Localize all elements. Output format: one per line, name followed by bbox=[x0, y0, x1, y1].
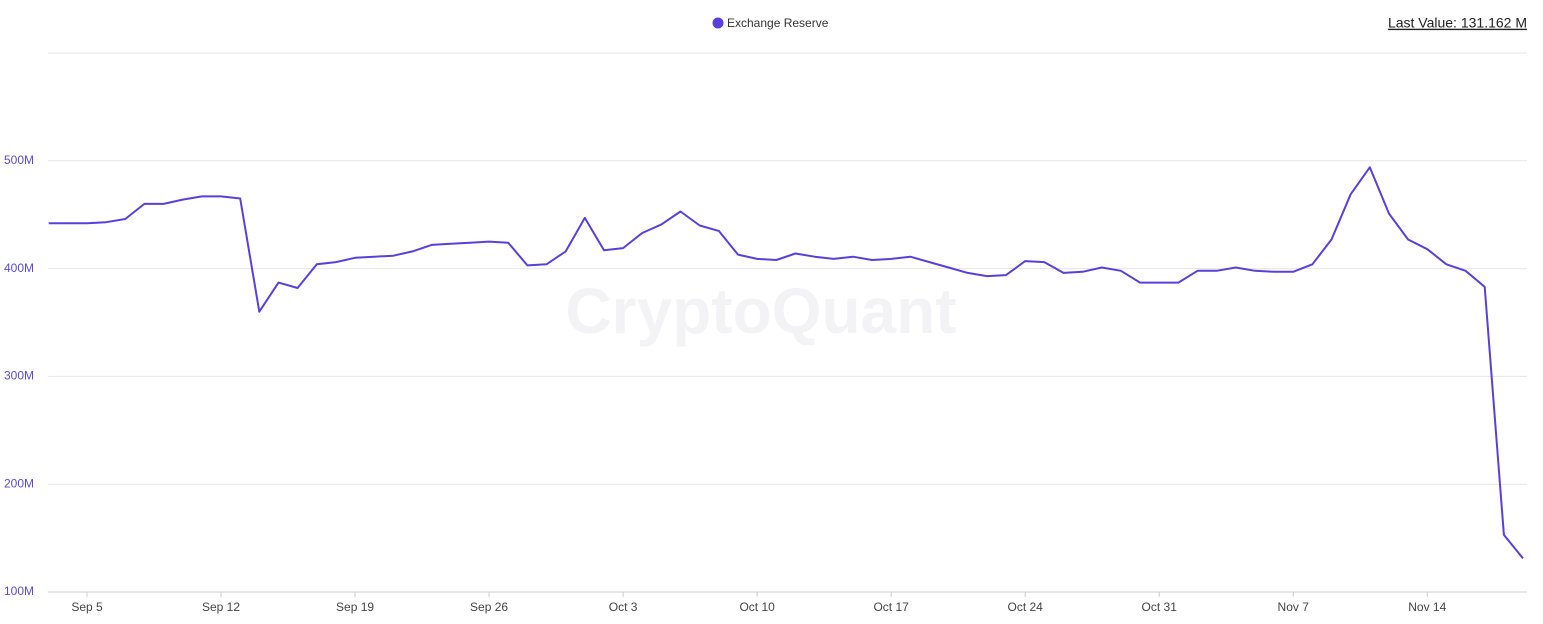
y-tick-label: 300M bbox=[4, 369, 34, 383]
legend-marker bbox=[712, 17, 724, 29]
x-tick-label: Oct 24 bbox=[1008, 600, 1044, 614]
y-tick-label: 400M bbox=[4, 261, 34, 275]
watermark: CryptoQuant bbox=[565, 275, 956, 347]
y-tick-label: 500M bbox=[4, 153, 34, 167]
last-value: Last Value: 131.162 M bbox=[1388, 15, 1527, 31]
legend-label[interactable]: Exchange Reserve bbox=[727, 16, 829, 30]
x-tick-label: Nov 14 bbox=[1408, 600, 1446, 614]
x-tick-label: Nov 7 bbox=[1278, 600, 1310, 614]
x-tick-label: Sep 12 bbox=[202, 600, 240, 614]
y-tick-label: 200M bbox=[4, 476, 34, 490]
line-series bbox=[48, 166, 1524, 560]
x-tick-label: Sep 19 bbox=[336, 600, 374, 614]
x-tick-label: Sep 5 bbox=[71, 600, 103, 614]
x-tick-label: Oct 17 bbox=[873, 600, 909, 614]
x-tick-label: Sep 26 bbox=[470, 600, 508, 614]
x-tick-label: Oct 31 bbox=[1142, 600, 1178, 614]
x-tick-label: Oct 3 bbox=[609, 600, 638, 614]
y-tick-label: 100M bbox=[4, 584, 34, 598]
x-tick-label: Oct 10 bbox=[739, 600, 775, 614]
